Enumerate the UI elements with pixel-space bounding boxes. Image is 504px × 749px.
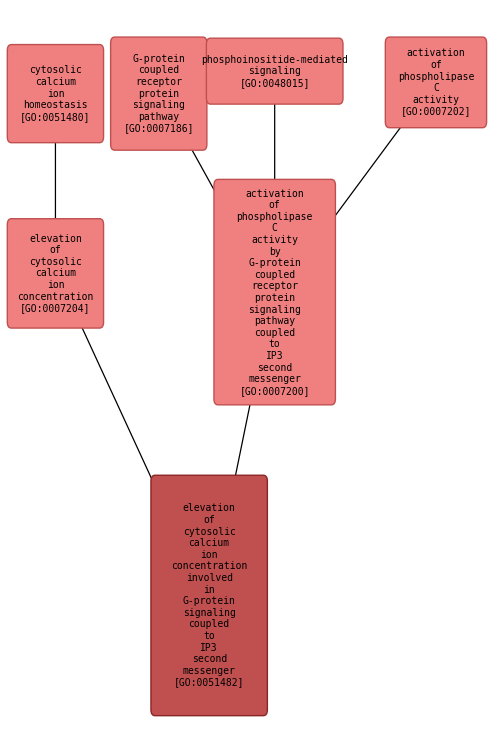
Text: activation
of
phospholipase
C
activity
[GO:0007202]: activation of phospholipase C activity […	[398, 49, 474, 116]
FancyBboxPatch shape	[151, 476, 267, 716]
Text: elevation
of
cytosolic
calcium
ion
concentration
involved
in
G-protein
signaling: elevation of cytosolic calcium ion conce…	[171, 503, 247, 688]
FancyBboxPatch shape	[385, 37, 487, 127]
Text: elevation
of
cytosolic
calcium
ion
concentration
[GO:0007204]: elevation of cytosolic calcium ion conce…	[17, 234, 94, 313]
FancyBboxPatch shape	[8, 45, 104, 142]
Text: activation
of
phospholipase
C
activity
by
G-protein
coupled
receptor
protein
sig: activation of phospholipase C activity b…	[236, 189, 313, 395]
Text: G-protein
coupled
receptor
protein
signaling
pathway
[GO:0007186]: G-protein coupled receptor protein signa…	[123, 54, 194, 133]
FancyBboxPatch shape	[111, 37, 207, 150]
Text: phosphoinositide-mediated
signaling
[GO:0048015]: phosphoinositide-mediated signaling [GO:…	[201, 55, 348, 88]
FancyBboxPatch shape	[207, 38, 343, 104]
Text: cytosolic
calcium
ion
homeostasis
[GO:0051480]: cytosolic calcium ion homeostasis [GO:00…	[20, 65, 91, 122]
FancyBboxPatch shape	[214, 180, 335, 404]
FancyBboxPatch shape	[8, 219, 104, 328]
